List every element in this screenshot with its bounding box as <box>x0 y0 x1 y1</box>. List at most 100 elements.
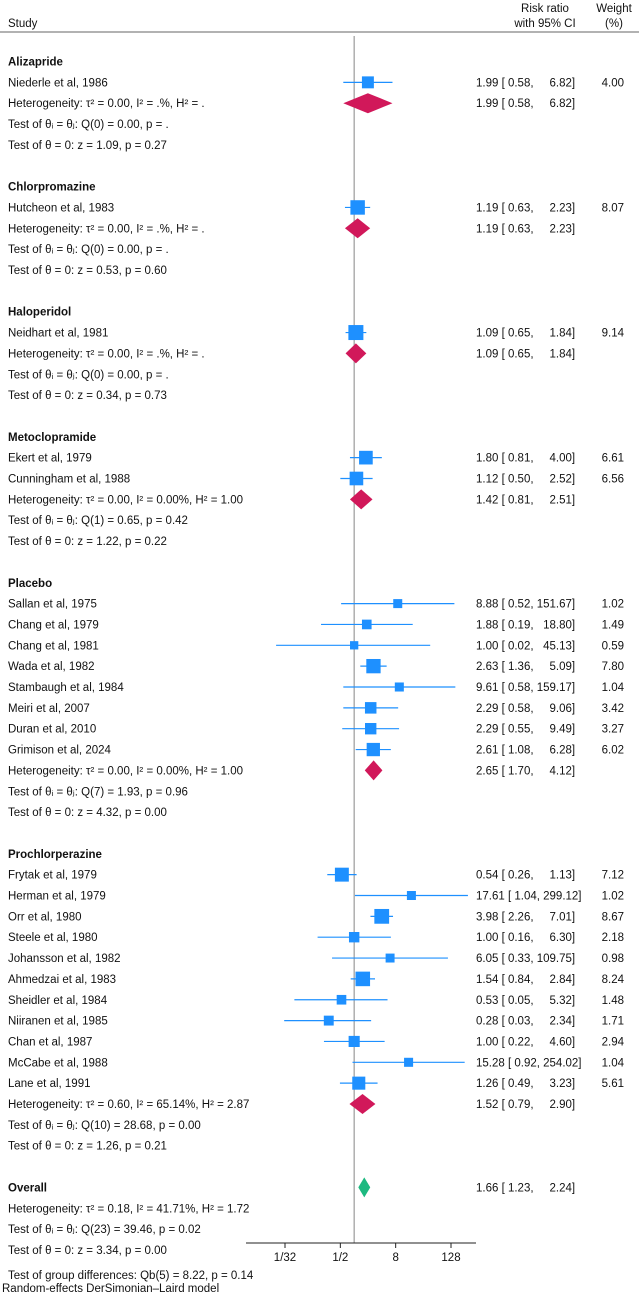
study-marker <box>348 1035 360 1048</box>
study-weight: 1.71 <box>602 1016 624 1028</box>
group-title: Alizapride <box>8 57 63 69</box>
study-label: Steele et al, 1980 <box>8 932 98 944</box>
study-ci-text: 1.00 [ 0.02, 45.13] <box>476 640 575 652</box>
group-pooled-diamond <box>343 93 393 114</box>
group-pooled-diamond <box>364 760 383 781</box>
study-marker <box>323 1015 334 1026</box>
study-marker <box>355 971 371 987</box>
study-weight: 8.67 <box>602 911 624 923</box>
study-weight: 2.94 <box>602 1036 625 1048</box>
study-label: Cunningham et al, 1988 <box>8 474 130 486</box>
study-weight: 1.48 <box>602 995 624 1007</box>
study-ci-text: 1.54 [ 0.84, 2.84] <box>476 974 575 986</box>
group-effect-test: Test of θ = 0: z = 1.26, p = 0.21 <box>8 1141 167 1153</box>
group-homogeneity-test: Test of θᵢ = θⱼ: Q(7) = 1.93, p = 0.96 <box>8 786 188 798</box>
study-ci-text: 0.28 [ 0.03, 2.34] <box>476 1016 575 1028</box>
study-ci-text: 1.00 [ 0.16, 6.30] <box>476 932 575 944</box>
study-weight: 6.61 <box>602 453 624 465</box>
group-effect-test: Test of θ = 0: z = 1.09, p = 0.27 <box>8 140 167 152</box>
study-marker <box>350 200 365 215</box>
study-ci-text: 2.29 [ 0.58, 9.06] <box>476 703 575 715</box>
group-effect-test: Test of θ = 0: z = 0.34, p = 0.73 <box>8 390 167 402</box>
study-marker <box>361 619 372 630</box>
group-pooled-ci-text: 1.19 [ 0.63, 2.23] <box>476 223 575 235</box>
study-label: Meiri et al, 2007 <box>8 703 90 715</box>
study-ci-text: 1.26 [ 0.49, 3.23] <box>476 1078 575 1090</box>
group-homogeneity-test: Test of θᵢ = θⱼ: Q(0) = 0.00, p = . <box>8 244 169 256</box>
study-ci-text: 6.05 [ 0.33, 109.75] <box>476 953 575 965</box>
x-axis-tick-label: 1/32 <box>274 1252 296 1264</box>
study-marker <box>364 702 377 714</box>
study-label: Chan et al, 1987 <box>8 1036 92 1048</box>
group-pooled-diamond <box>345 343 367 364</box>
study-ci-text: 9.61 [ 0.58, 159.17] <box>476 682 575 694</box>
study-label: Lane et al, 1991 <box>8 1078 91 1090</box>
study-marker <box>404 1057 414 1067</box>
study-ci-text: 1.09 [ 0.65, 1.84] <box>476 328 575 340</box>
header-weight-unit-label: (%) <box>605 18 623 30</box>
group-heterogeneity: Heterogeneity: τ² = 0.00, I² = .%, H² = … <box>8 348 205 360</box>
study-ci-text: 15.28 [ 0.92, 254.02] <box>476 1057 582 1069</box>
study-weight: 6.56 <box>602 474 624 486</box>
study-ci-text: 2.63 [ 1.36, 5.09] <box>476 661 575 673</box>
study-label: Chang et al, 1981 <box>8 640 99 652</box>
x-axis-tick-label: 128 <box>441 1252 460 1264</box>
group-title: Haloperidol <box>8 307 71 319</box>
study-marker <box>334 867 349 882</box>
study-label: Herman et al, 1979 <box>8 891 106 903</box>
group-homogeneity-test: Test of θᵢ = θⱼ: Q(0) = 0.00, p = . <box>8 369 169 381</box>
group-pooled-ci-text: 1.42 [ 0.81, 2.51] <box>476 494 575 506</box>
x-axis-tick-label: 8 <box>392 1252 398 1264</box>
study-marker <box>366 742 380 757</box>
study-label: Duran et al, 2010 <box>8 724 96 736</box>
study-weight: 5.61 <box>602 1078 624 1090</box>
group-heterogeneity: Heterogeneity: τ² = 0.60, I² = 65.14%, H… <box>8 1099 249 1111</box>
study-marker <box>359 450 373 465</box>
group-heterogeneity: Heterogeneity: τ² = 0.00, I² = .%, H² = … <box>8 98 205 110</box>
study-weight: 2.18 <box>602 932 624 944</box>
study-weight: 3.27 <box>602 724 624 736</box>
study-ci-text: 2.29 [ 0.55, 9.49] <box>476 724 575 736</box>
study-ci-text: 1.99 [ 0.58, 6.82] <box>476 77 575 89</box>
study-weight: 8.07 <box>602 202 624 214</box>
study-ci-text: 17.61 [ 1.04, 299.12] <box>476 891 582 903</box>
study-label: Ekert et al, 1979 <box>8 453 92 465</box>
study-ci-text: 1.80 [ 0.81, 4.00] <box>476 453 575 465</box>
study-label: Orr et al, 1980 <box>8 911 82 923</box>
overall-effect-test: Test of θ = 0: z = 3.34, p = 0.00 <box>8 1245 167 1257</box>
study-marker <box>350 641 359 650</box>
study-weight: 3.42 <box>602 703 624 715</box>
study-weight: 1.02 <box>602 599 624 611</box>
group-heterogeneity: Heterogeneity: τ² = 0.00, I² = .%, H² = … <box>8 223 205 235</box>
study-ci-text: 1.12 [ 0.50, 2.52] <box>476 474 575 486</box>
study-label: Sallan et al, 1975 <box>8 599 97 611</box>
study-weight: 7.12 <box>602 870 624 882</box>
study-label: Neidhart et al, 1981 <box>8 328 108 340</box>
model-note: Random-effects DerSimonian–Laird model <box>2 1283 219 1295</box>
study-label: Hutcheon et al, 1983 <box>8 202 114 214</box>
study-weight: 0.59 <box>602 640 624 652</box>
study-label: Niederle et al, 1986 <box>8 77 108 89</box>
group-heterogeneity: Heterogeneity: τ² = 0.00, I² = 0.00%, H²… <box>8 765 243 777</box>
study-weight: 1.04 <box>602 1057 625 1069</box>
overall-title: Overall <box>8 1182 47 1194</box>
study-weight: 9.14 <box>602 328 625 340</box>
study-weight: 1.04 <box>602 682 625 694</box>
group-effect-test: Test of θ = 0: z = 1.22, p = 0.22 <box>8 536 167 548</box>
study-label: Ahmedzai et al, 1983 <box>8 974 116 986</box>
study-label: Grimison et al, 2024 <box>8 745 112 757</box>
header-risk-ratio-label: Risk ratio <box>521 3 569 15</box>
study-label: Stambaugh et al, 1984 <box>8 682 124 694</box>
study-label: Niiranen et al, 1985 <box>8 1016 108 1028</box>
group-pooled-ci-text: 1.09 [ 0.65, 1.84] <box>476 348 575 360</box>
study-marker <box>374 908 390 924</box>
overall-homogeneity-test: Test of θᵢ = θⱼ: Q(23) = 39.46, p = 0.02 <box>8 1224 201 1236</box>
study-ci-text: 1.00 [ 0.22, 4.60] <box>476 1036 575 1048</box>
study-marker <box>348 325 364 341</box>
group-pooled-diamond <box>349 489 373 510</box>
study-marker <box>385 953 395 963</box>
study-marker <box>336 994 347 1005</box>
study-ci-text: 2.61 [ 1.08, 6.28] <box>476 745 575 757</box>
study-label: Chang et al, 1979 <box>8 619 99 631</box>
